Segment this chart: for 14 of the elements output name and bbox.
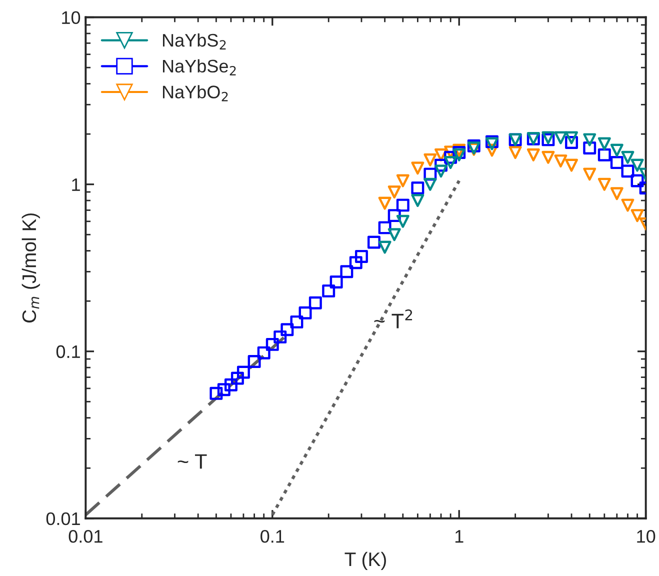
x-tick-label: 10	[637, 530, 656, 543]
y-axis-title: C$_{m}$ (J/mol K)	[22, 213, 40, 322]
x-tick-label: 1	[455, 530, 464, 543]
legend-label: NaYbSe$_{2}$	[162, 59, 236, 76]
legend-label: NaYbS$_{2}$	[162, 33, 226, 50]
y-tick-label: 0.01	[46, 512, 80, 526]
y-tick-label: 10	[62, 11, 80, 24]
annotation: ~ T	[178, 454, 207, 469]
annotation: ~ T$^{2}$	[374, 309, 412, 328]
legend-label: NaYbO$_{2}$	[162, 85, 228, 102]
y-tick-label: 1	[72, 178, 80, 191]
x-tick-label: 0.1	[260, 530, 284, 543]
x-axis-title: T (K)	[344, 552, 386, 570]
y-tick-label: 0.1	[56, 345, 80, 358]
